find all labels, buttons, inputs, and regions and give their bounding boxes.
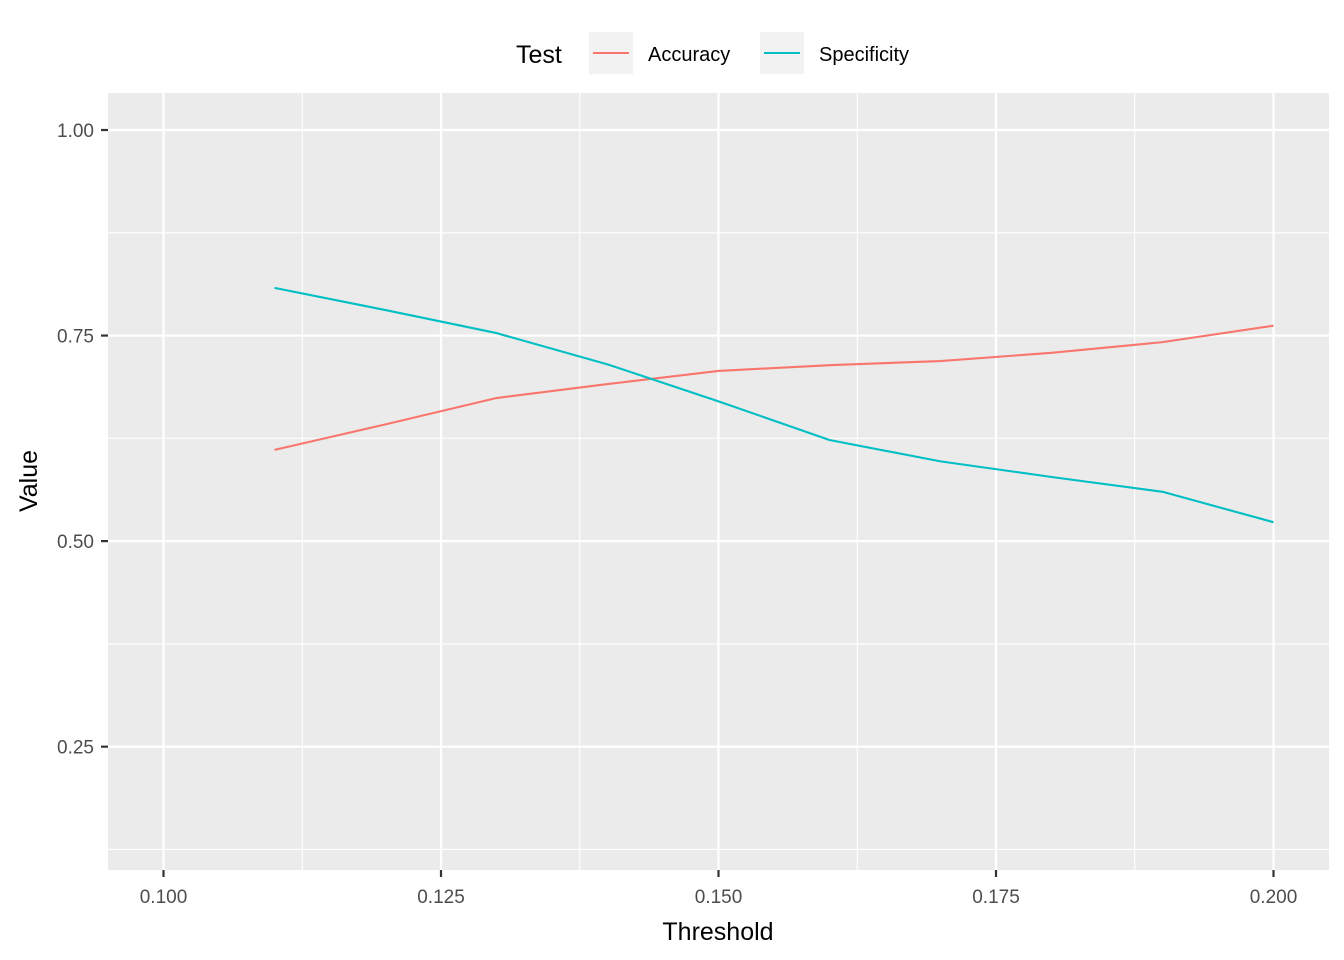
y-tick-label: 1.00 (57, 121, 94, 142)
x-tick-label: 0.100 (140, 887, 188, 908)
y-axis-title: Value (15, 450, 43, 512)
y-tick-label: 0.25 (57, 738, 94, 759)
axis-ticks: 0.100 0.125 0.150 0.175 0.200 0.25 0.50 0.75 1.0… (57, 121, 1297, 908)
x-tick-label: 0.175 (972, 887, 1020, 908)
legend-item-specificity: Specificity (760, 32, 909, 74)
legend-label: Specificity (819, 44, 909, 66)
x-tick-label: 0.150 (695, 887, 743, 908)
legend-title: Test (516, 41, 562, 69)
major-grid (108, 93, 1329, 870)
y-tick-label: 0.50 (57, 532, 94, 553)
series-line-specificity (274, 286, 1274, 524)
series-line-accuracy (274, 324, 1274, 451)
y-tick-label: 0.75 (57, 327, 94, 348)
x-tick-label: 0.125 (417, 887, 465, 908)
legend: Test Accuracy Specificity (516, 32, 909, 74)
x-tick-label: 0.200 (1250, 887, 1298, 908)
series-layer (274, 286, 1274, 524)
legend-item-accuracy: Accuracy (589, 32, 730, 74)
legend-label: Accuracy (648, 44, 730, 66)
x-axis-title: Threshold (662, 918, 773, 946)
